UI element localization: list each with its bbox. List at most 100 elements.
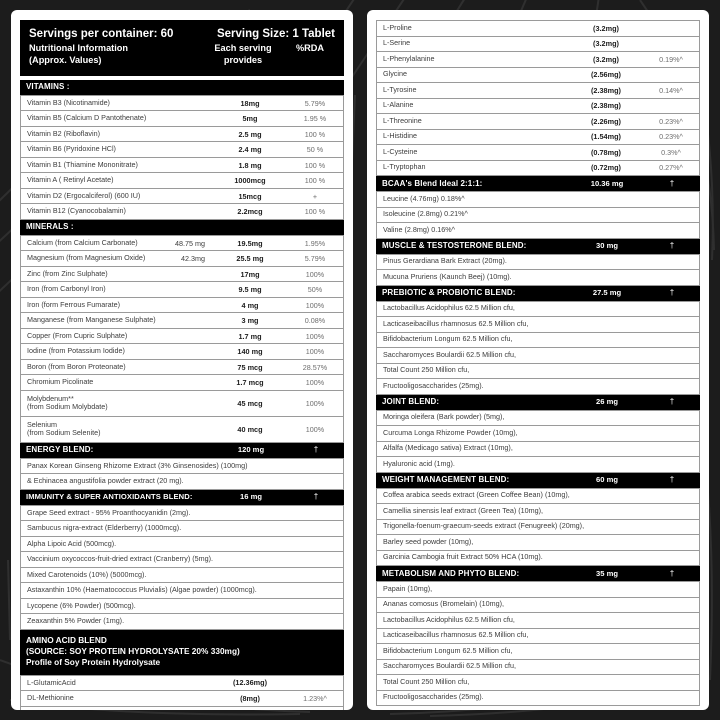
ingredient-row: Lactobacillus Acidophilus 62.5 Million c… — [377, 613, 699, 629]
bcaa-blend-amount: 10.36 mg — [590, 178, 624, 188]
vitamins-section: VITAMINS : — [20, 79, 344, 95]
nutrient-amount: 75 mcg — [237, 362, 263, 372]
nutrient-rda: 1.95 % — [303, 114, 327, 124]
table-row: Vitamin D2 (Ergocalciferol) (600 IU) 15mc… — [21, 189, 343, 205]
ingredient-row: Hyaluronic acid (1mg). — [377, 457, 699, 473]
nutrient-amount: 2.4 mg — [238, 145, 262, 155]
ingredient-row: Ananas comosus (Bromelain) (10mg), — [377, 598, 699, 613]
each-serving-label: Each serving — [214, 43, 272, 53]
table-row: Chromium Picolinate 1.7 mcg 100% — [21, 375, 343, 391]
nutrient-name: L-Phenylalanine — [383, 53, 435, 63]
nutrient-rda: 100% — [305, 424, 325, 434]
nutrient-amount: (8mg) — [240, 693, 260, 703]
nutrient-rda: 0.14%^ — [659, 85, 683, 95]
ingredient-row: Astaxanthin 10% (Haematococcus Pluvialis… — [21, 583, 343, 599]
energy-blend-header: ENERGY BLEND: 120 mg † — [20, 442, 344, 458]
nutrient-amount: 2.2mcg — [237, 207, 263, 217]
nutrient-amount: 25.5 mg — [236, 254, 264, 264]
ingredient-row: Pinus Gerardiana Bark Extract (20mg). — [377, 255, 699, 270]
metabolism-blend-section: METABOLISM AND PHYTO BLEND: 35 mg † Papa… — [376, 566, 700, 706]
ingredient-row: Valine (2.8mg) 0.16%^ — [377, 223, 699, 239]
nutrient-name: Calcium (from Calcium Carbonate) — [27, 237, 138, 247]
ingredient-name: Lacticaseibacillus rhamnosus 62.5 Millio… — [383, 630, 529, 640]
nutrient-rda: 100 % — [304, 207, 326, 217]
joint-blend-section: JOINT BLEND: 26 mg † Moringa oleifera (B… — [376, 394, 700, 473]
nutrient-name: DL-Methionine — [27, 693, 74, 703]
table-row: Vitamin B3 (Nicotinamide) 18mg 5.79% — [21, 96, 343, 112]
nutrient-amount: (3.2mg) — [593, 23, 619, 33]
ingredient-row: Garcinia Cambogia fruit Extract 50% HCA … — [377, 551, 699, 566]
amino-acid-blend-title: AMINO ACID BLEND — [26, 634, 107, 645]
muscle-blend-title: MUSCLE & TESTOSTERONE BLEND: — [382, 241, 527, 250]
nutrient-rda: 100% — [305, 300, 325, 310]
muscle-blend-items: Pinus Gerardiana Bark Extract (20mg). Muc… — [376, 253, 700, 286]
table-row: L-Histidine (1.54mg) 0.23%^ — [377, 130, 699, 145]
nutrient-name: Boron (from Boron Proteonate) — [27, 361, 126, 371]
nutrient-name: Vitamin D2 (Ergocalciferol) (600 IU) — [27, 190, 141, 200]
table-row: Vitamin B1 (Thiamine Mononitrate) 1.8 mg 1… — [21, 158, 343, 174]
nutrient-amount: 3 mg — [241, 316, 259, 326]
nutrient-amount: 140 mg — [237, 347, 263, 357]
nutrient-amount: 1.7 mg — [238, 331, 262, 341]
metabolism-blend-rda: † — [669, 568, 675, 578]
nutrient-name: Iron (form Ferrous Fumarate) — [27, 299, 121, 309]
energy-blend-title: ENERGY BLEND: — [26, 445, 94, 455]
table-row: Calcium (from Calcium Carbonate) 48.75 mg… — [21, 236, 343, 252]
ingredient-name: Sambucus nigra-extract (Elderberry) (100… — [27, 523, 182, 533]
nutrient-amount: (2.38mg) — [590, 85, 621, 95]
table-row: Copper (From Cupric Sulphate) 1.7 mg 100% — [21, 329, 343, 345]
table-row: Magnesium (from Magnesium Oxide) 42.3mg 25… — [21, 251, 343, 267]
nutrient-amount: (12.36mg) — [232, 678, 268, 688]
nutrient-name: Zinc (from Zinc Sulphate) — [27, 268, 108, 278]
ingredient-name: Moringa oleifera (Bark powder) (5mg), — [383, 412, 505, 422]
energy-blend-items: Panax Korean Ginseng Rhizome Extract (3%… — [20, 457, 344, 490]
nutrient-name: L-Tyrosine — [383, 84, 417, 94]
ingredient-name: Isoleucine (2.8mg) 0.21%^ — [383, 209, 468, 219]
nutrient-rda: 100 % — [304, 160, 326, 170]
weight-blend-header: WEIGHT MANAGEMENT BLEND: 60 mg † — [376, 472, 700, 488]
nutrient-amount: 1000mcg — [234, 176, 266, 186]
minerals-section: MINERALS : — [20, 219, 344, 235]
ingredient-row: Curcuma Longa Rhizome Powder (10mg), — [377, 426, 699, 442]
ingredient-row: Leucine (4.76mg) 0.18%^ — [377, 192, 699, 208]
ingredient-row: Isoleucine (2.8mg) 0.21%^ — [377, 208, 699, 223]
joint-blend-items: Moringa oleifera (Bark powder) (5mg), Cur… — [376, 409, 700, 473]
ingredient-row: & Echinacea angustifolia powder extract … — [21, 474, 343, 490]
nutrient-name: Vitamin B6 (Pyridoxine HCl) — [27, 144, 116, 154]
ingredient-name: Saccharomyces Boulardii 62.5 Million cfu… — [383, 661, 517, 671]
nutrient-amount: 9.5 mg — [238, 285, 262, 295]
ingredient-name: Mucuna Pruriens (Kaunch Beej) (10mg). — [383, 271, 512, 281]
immunity-blend-amount: 16 mg — [240, 492, 262, 502]
nutrient-rda: + — [312, 191, 318, 201]
table-row: Iron (form Ferrous Fumarate) 4 mg 100% — [21, 298, 343, 314]
nutrient-rda: 100% — [305, 378, 325, 388]
ingredient-row: Bifidobacterium Longum 62.5 Million cfu, — [377, 333, 699, 348]
immunity-blend-title: IMMUNITY & SUPER ANTIOXIDANTS BLEND: — [26, 492, 193, 502]
nutrient-amount: 40 mcg — [237, 424, 263, 434]
table-row: Iodine (from Potassium Iodide) 140 mg 100% — [21, 344, 343, 360]
table-row: L-Threonine (2.26mg) 0.23%^ — [377, 114, 699, 130]
ingredient-name: Barley seed powder (10mg), — [383, 536, 474, 546]
weight-blend-rda: † — [669, 475, 675, 484]
table-row: Vitamin B6 (Pyridoxine HCl) 2.4 mg 50 % — [21, 142, 343, 158]
ingredient-name: Hyaluronic acid (1mg). — [383, 458, 455, 468]
prebiotic-blend-section: PREBIOTIC & PROBIOTIC BLEND: 27.5 mg † L… — [376, 285, 700, 395]
table-row: L-Cysteine (0.78mg) 0.3%^ — [377, 145, 699, 161]
nutrient-rda: 0.08% — [304, 316, 326, 326]
ingredient-name: Coffea arabica seeds extract (Green Coff… — [383, 490, 570, 500]
energy-blend-amount: 120 mg — [237, 445, 265, 455]
ingredient-row: Total Count 250 Million cfu, — [377, 364, 699, 379]
ingredient-name: Astaxanthin 10% (Haematococcus Pluvialis… — [27, 585, 257, 595]
nutrient-name: L-GlutamicAcid — [27, 677, 76, 687]
prebiotic-blend-amount: 27.5 mg — [592, 288, 622, 297]
nutrient-name: Iron (from Carbonyl Iron) — [27, 284, 106, 294]
nutrient-amount: 19.5mg — [237, 238, 263, 248]
nutrient-rda: 0.23%^ — [659, 132, 683, 142]
energy-blend-section: ENERGY BLEND: 120 mg † Panax Korean Gins… — [20, 442, 344, 490]
ingredient-name: Lycopene (6% Powder) (500mcg). — [27, 600, 136, 610]
servings-per-container: Servings per container: 60 — [29, 28, 174, 40]
amino-acid-blend-source: (SOURCE: SOY PROTEIN HYDROLYSATE 20% 330… — [26, 645, 240, 656]
ingredient-name: Alfalfa (Medicago sativa) Extract (10mg)… — [383, 443, 513, 453]
immunity-blend-items: Grape Seed extract - 95% Proanthocyanidi… — [20, 504, 344, 630]
nutrient-rda: 0.23%^ — [659, 116, 683, 126]
